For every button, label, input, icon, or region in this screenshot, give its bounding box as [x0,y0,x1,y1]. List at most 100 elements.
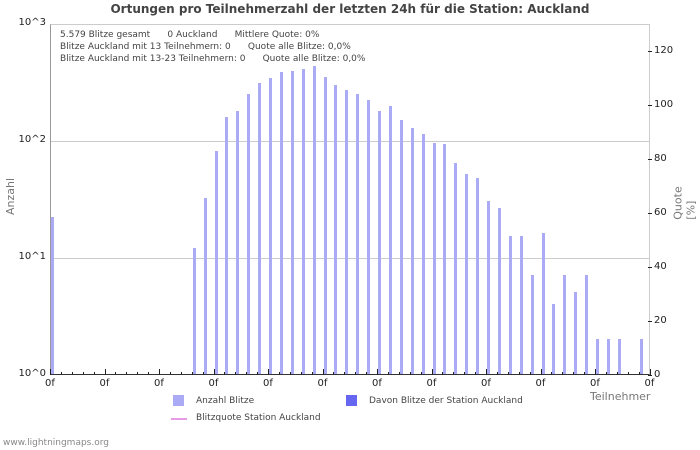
gridline-10e1 [51,258,649,259]
x-axis-tick [366,372,368,375]
right-axis-tick [648,159,652,160]
x-axis-tick [202,372,204,375]
bar-anzahl-blitze [279,72,283,374]
x-axis-tick [496,372,498,375]
bar-anzahl-blitze [476,178,480,374]
right-axis-label: 80 [654,153,667,164]
bar-anzahl-blitze [563,275,567,374]
chart-title: Ortungen pro Teilnehmerzahl der letzten … [110,2,590,16]
bar-anzahl-blitze [617,338,621,374]
x-axis-tick [649,369,651,375]
bar-anzahl-blitze [454,163,458,374]
x-axis-tick [453,372,455,375]
x-axis-label: 0f [426,378,437,389]
x-axis-label: 0f [590,378,600,389]
bar-anzahl-blitze [519,236,523,374]
x-axis-label: 0f [154,378,164,389]
x-axis-tick [148,372,150,375]
x-axis-tick [333,372,335,375]
x-axis-tick [278,372,280,375]
bar-anzahl-blitze [432,143,436,374]
x-axis-tick [584,372,586,375]
bar-anzahl-blitze [465,174,469,374]
x-axis-tick [464,372,466,375]
x-axis-label: 0f [45,378,55,389]
bar-anzahl-blitze [639,338,643,374]
x-axis-tick [431,369,433,375]
right-axis-tick [648,213,652,214]
y-tick-label: 10^0 [18,368,46,379]
x-axis-tick [115,372,117,375]
bar-anzahl-blitze [192,247,196,374]
x-axis-tick [529,372,531,375]
bar-anzahl-blitze [247,94,251,374]
x-axis-tick [60,372,62,375]
y-tick-label: 10^3 [18,17,46,28]
x-axis-tick [387,372,389,375]
y-tick-label: 10^2 [18,134,46,145]
gridline-10e2 [51,141,649,142]
x-axis-label: 0f [99,378,110,389]
bar-anzahl-blitze [508,236,512,374]
x-axis-tick [191,372,193,375]
y-axis-title-right: Quote [%] [671,186,698,220]
bar-anzahl-blitze [323,77,327,374]
x-axis-tick [442,372,444,375]
legend-quote: Blitzquote Station Auckland [196,413,321,423]
info-line-3: Blitze Auckland mit 13-23 Teilnehmern: 0… [60,54,366,64]
legend-davon: Davon Blitze der Station Auckland [369,396,523,406]
x-axis-tick [322,369,324,375]
right-axis-tick [648,267,652,268]
info-line-2: Blitze Auckland mit 13 Teilnehmern: 0 Qu… [60,42,351,52]
x-axis-title: Teilnehmer [590,390,651,403]
bar-anzahl-blitze [203,197,207,374]
x-axis-tick [605,372,607,375]
x-axis-tick [71,372,73,375]
right-axis-label: 40 [654,261,667,272]
x-axis-label: 0f [263,378,273,389]
x-axis-tick [540,369,542,375]
bar-anzahl-blitze [290,71,294,374]
x-axis-label: 0f [317,378,328,389]
bar-anzahl-blitze [596,338,599,374]
bar-anzahl-blitze [410,128,414,374]
right-axis-label: 0 [654,369,661,380]
bar-anzahl-blitze [258,83,262,374]
bar-anzahl-blitze [225,116,229,374]
x-axis-tick [104,369,106,375]
x-axis-tick [93,372,95,375]
bar-anzahl-blitze [399,120,403,374]
bar-anzahl-blitze [574,292,578,374]
bar-anzahl-blitze [585,275,589,374]
x-axis-tick [159,369,160,375]
x-axis-tick [126,372,128,375]
x-axis-tick [169,372,171,375]
x-axis-tick [595,369,596,375]
x-axis-tick [268,369,269,375]
right-axis-label: 120 [654,45,674,56]
x-axis-tick [50,369,51,375]
x-axis-tick [355,372,357,375]
x-axis-tick [377,369,378,375]
bar-anzahl-blitze [51,216,54,374]
plot-area [50,24,650,375]
x-axis-label: 0f [644,378,655,389]
legend-swatch-davon [346,395,357,406]
bar-anzahl-blitze [356,94,360,374]
x-axis-tick [311,372,313,375]
x-axis-tick [627,372,629,375]
bar-anzahl-blitze [312,65,316,374]
x-axis-tick [398,372,400,375]
x-axis-tick [213,369,215,375]
footer-source: www.lightningmaps.org [3,438,109,448]
right-axis-tick [648,321,652,322]
x-axis-tick [420,372,422,375]
x-axis-label: 0f [481,378,491,389]
x-axis-tick [180,372,182,375]
x-axis-tick [562,372,564,375]
x-axis-tick [551,372,553,375]
bar-anzahl-blitze [443,144,447,374]
x-axis-tick [235,372,237,375]
legend-swatch-quote [171,418,187,420]
bar-anzahl-blitze [606,338,610,374]
